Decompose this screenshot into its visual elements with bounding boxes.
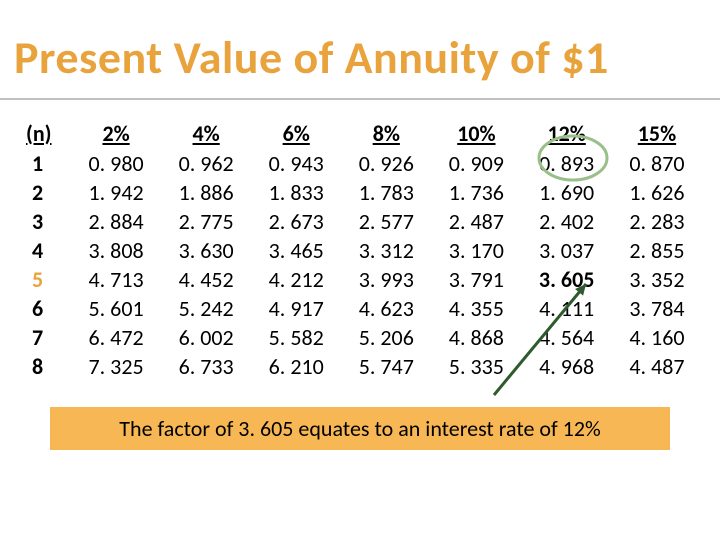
annuity-table: (n) 2% 4% 6% 8% 10% 12% 15% 10. 9800. 96… bbox=[18, 118, 702, 381]
value-cell: 3. 784 bbox=[612, 294, 702, 323]
value-cell: 2. 487 bbox=[431, 207, 521, 236]
value-cell: 1. 886 bbox=[161, 178, 251, 207]
value-cell: 5. 582 bbox=[251, 323, 341, 352]
value-cell: 0. 893 bbox=[521, 149, 611, 178]
value-cell: 5. 242 bbox=[161, 294, 251, 323]
table-row: 43. 8083. 6303. 4653. 3123. 1703. 0372. … bbox=[18, 236, 702, 265]
table-row: 54. 7134. 4524. 2123. 9933. 7913. 6053. … bbox=[18, 265, 702, 294]
value-cell: 4. 968 bbox=[521, 352, 611, 381]
value-cell: 4. 917 bbox=[251, 294, 341, 323]
value-cell: 3. 791 bbox=[431, 265, 521, 294]
table-row: 76. 4726. 0025. 5825. 2064. 8684. 5644. … bbox=[18, 323, 702, 352]
page-title: Present Value of Annuity of $1 bbox=[0, 0, 720, 100]
n-cell: 6 bbox=[18, 294, 71, 323]
value-cell: 0. 943 bbox=[251, 149, 341, 178]
column-header-15pct: 15% bbox=[612, 118, 702, 149]
value-cell: 0. 962 bbox=[161, 149, 251, 178]
column-header-6pct: 6% bbox=[251, 118, 341, 149]
value-cell: 3. 605 bbox=[521, 265, 611, 294]
column-header-2pct: 2% bbox=[71, 118, 161, 149]
table-row: 87. 3256. 7336. 2105. 7475. 3354. 9684. … bbox=[18, 352, 702, 381]
table-header-row: (n) 2% 4% 6% 8% 10% 12% 15% bbox=[18, 118, 702, 149]
n-cell: 3 bbox=[18, 207, 71, 236]
value-cell: 0. 870 bbox=[612, 149, 702, 178]
value-cell: 2. 775 bbox=[161, 207, 251, 236]
caption-box: The factor of 3. 605 equates to an inter… bbox=[50, 407, 670, 450]
n-cell: 2 bbox=[18, 178, 71, 207]
value-cell: 6. 733 bbox=[161, 352, 251, 381]
value-cell: 1. 626 bbox=[612, 178, 702, 207]
value-cell: 4. 623 bbox=[341, 294, 431, 323]
value-cell: 4. 355 bbox=[431, 294, 521, 323]
value-cell: 3. 465 bbox=[251, 236, 341, 265]
value-cell: 4. 160 bbox=[612, 323, 702, 352]
n-cell: 8 bbox=[18, 352, 71, 381]
value-cell: 2. 402 bbox=[521, 207, 611, 236]
value-cell: 3. 312 bbox=[341, 236, 431, 265]
value-cell: 3. 352 bbox=[612, 265, 702, 294]
value-cell: 2. 855 bbox=[612, 236, 702, 265]
value-cell: 6. 210 bbox=[251, 352, 341, 381]
value-cell: 4. 564 bbox=[521, 323, 611, 352]
value-cell: 0. 980 bbox=[71, 149, 161, 178]
value-cell: 2. 283 bbox=[612, 207, 702, 236]
value-cell: 5. 601 bbox=[71, 294, 161, 323]
column-header-4pct: 4% bbox=[161, 118, 251, 149]
value-cell: 3. 808 bbox=[71, 236, 161, 265]
value-cell: 1. 736 bbox=[431, 178, 521, 207]
value-cell: 4. 487 bbox=[612, 352, 702, 381]
annuity-table-container: (n) 2% 4% 6% 8% 10% 12% 15% 10. 9800. 96… bbox=[0, 118, 720, 381]
table-row: 65. 6015. 2424. 9174. 6234. 3554. 1113. … bbox=[18, 294, 702, 323]
n-cell: 5 bbox=[18, 265, 71, 294]
value-cell: 4. 212 bbox=[251, 265, 341, 294]
column-header-10pct: 10% bbox=[431, 118, 521, 149]
value-cell: 2. 673 bbox=[251, 207, 341, 236]
value-cell: 6. 002 bbox=[161, 323, 251, 352]
value-cell: 0. 926 bbox=[341, 149, 431, 178]
value-cell: 2. 577 bbox=[341, 207, 431, 236]
value-cell: 4. 713 bbox=[71, 265, 161, 294]
n-cell: 7 bbox=[18, 323, 71, 352]
column-header-n: (n) bbox=[18, 118, 71, 149]
value-cell: 1. 833 bbox=[251, 178, 341, 207]
value-cell: 3. 993 bbox=[341, 265, 431, 294]
n-cell: 1 bbox=[18, 149, 71, 178]
value-cell: 0. 909 bbox=[431, 149, 521, 178]
value-cell: 3. 630 bbox=[161, 236, 251, 265]
table-row: 21. 9421. 8861. 8331. 7831. 7361. 6901. … bbox=[18, 178, 702, 207]
column-header-12pct: 12% bbox=[521, 118, 611, 149]
table-body: 10. 9800. 9620. 9430. 9260. 9090. 8930. … bbox=[18, 149, 702, 381]
value-cell: 1. 942 bbox=[71, 178, 161, 207]
value-cell: 1. 690 bbox=[521, 178, 611, 207]
value-cell: 5. 206 bbox=[341, 323, 431, 352]
table-row: 10. 9800. 9620. 9430. 9260. 9090. 8930. … bbox=[18, 149, 702, 178]
value-cell: 3. 170 bbox=[431, 236, 521, 265]
value-cell: 7. 325 bbox=[71, 352, 161, 381]
n-cell: 4 bbox=[18, 236, 71, 265]
value-cell: 4. 111 bbox=[521, 294, 611, 323]
value-cell: 5. 335 bbox=[431, 352, 521, 381]
value-cell: 1. 783 bbox=[341, 178, 431, 207]
value-cell: 5. 747 bbox=[341, 352, 431, 381]
value-cell: 3. 037 bbox=[521, 236, 611, 265]
value-cell: 4. 452 bbox=[161, 265, 251, 294]
column-header-8pct: 8% bbox=[341, 118, 431, 149]
value-cell: 2. 884 bbox=[71, 207, 161, 236]
table-row: 32. 8842. 7752. 6732. 5772. 4872. 4022. … bbox=[18, 207, 702, 236]
value-cell: 6. 472 bbox=[71, 323, 161, 352]
value-cell: 4. 868 bbox=[431, 323, 521, 352]
